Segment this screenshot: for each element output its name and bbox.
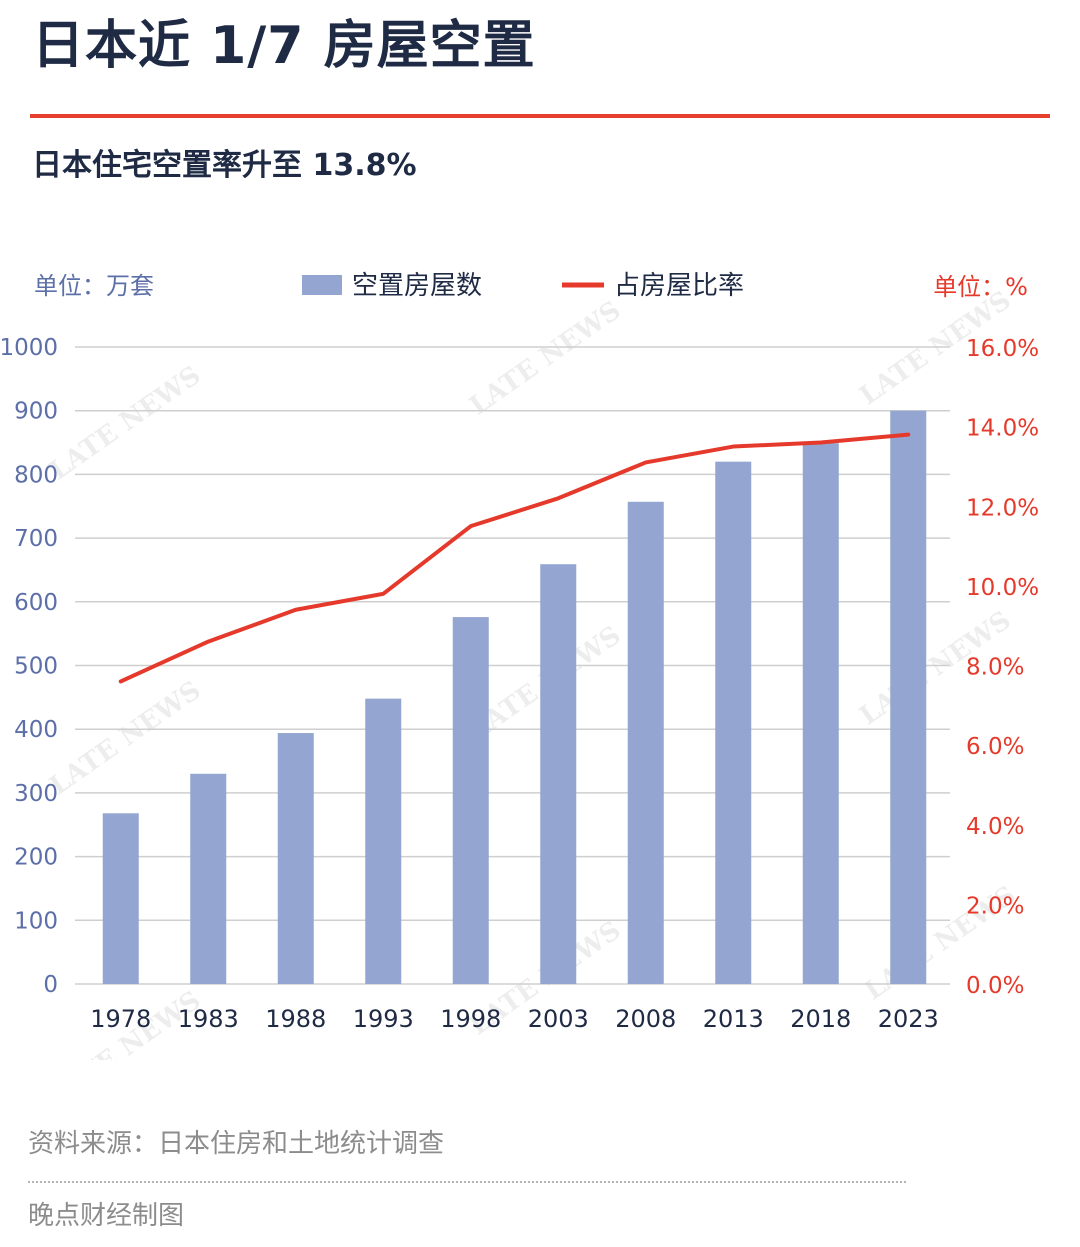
left-tick-label: 800: [14, 462, 58, 488]
title-divider: [30, 114, 1050, 118]
left-tick-label: 400: [14, 717, 58, 743]
vacancy-rate-line: [118, 432, 911, 684]
x-tick-label: 1978: [90, 1005, 151, 1033]
x-tick-label: 1993: [353, 1005, 414, 1033]
bar-2013: [715, 461, 752, 984]
watermark-text: LATE NEWS: [44, 675, 206, 801]
left-tick-label: 200: [14, 845, 58, 871]
bar-2008: [627, 501, 664, 984]
right-tick-label: 14.0%: [966, 416, 1039, 442]
x-tick-label: 2023: [878, 1005, 939, 1033]
x-tick-label: 1998: [440, 1005, 501, 1033]
bar-1983: [190, 773, 227, 984]
right-tick-label: 2.0%: [966, 893, 1024, 919]
source-note: 资料来源：日本住房和土地统计调查: [28, 1129, 445, 1159]
watermark-text: LATE NEWS: [464, 295, 626, 421]
left-axis: 0 100 200 300 400 500 600 700 800 900 1000 单位：万套: [0, 272, 154, 998]
left-tick-label: 900: [14, 399, 58, 425]
line-series: [118, 432, 911, 684]
chart-title: 日本近 1/7 房屋空置: [32, 16, 536, 76]
left-tick-label: 600: [14, 590, 58, 616]
bar-1978: [102, 813, 139, 984]
x-tick-label: 1988: [265, 1005, 326, 1033]
left-tick-label: 700: [14, 526, 58, 552]
bar-2003: [540, 564, 577, 984]
chart-subtitle: 日本住宅空置率升至 13.8%: [32, 148, 417, 183]
bar-series: [102, 410, 927, 984]
legend-bar-swatch: [302, 275, 342, 295]
right-tick-label: 8.0%: [966, 655, 1024, 681]
right-tick-label: 4.0%: [966, 814, 1024, 840]
right-axis-unit: 单位：%: [933, 273, 1028, 301]
x-tick-label: 1983: [178, 1005, 239, 1033]
right-axis: 0.0% 2.0% 4.0% 6.0% 8.0% 10.0% 12.0% 14.0% 16.0%…: [933, 273, 1039, 999]
x-axis: 1978 1983 1988 1993 1998 2003 2008 2013 2018 2023: [90, 1005, 939, 1033]
right-tick-label: 12.0%: [966, 495, 1039, 521]
bar-2023: [890, 410, 927, 984]
x-tick-label: 2008: [615, 1005, 676, 1033]
watermark-text: LATE NEWS: [44, 360, 206, 486]
left-tick-label: 0: [43, 972, 58, 998]
right-tick-label: 16.0%: [966, 336, 1039, 362]
left-axis-unit: 单位：万套: [34, 272, 154, 300]
x-tick-label: 2018: [790, 1005, 851, 1033]
legend-bar-label: 空置房屋数: [352, 271, 482, 301]
bar-1993: [365, 698, 402, 984]
x-tick-label: 2013: [703, 1005, 764, 1033]
bar-1988: [277, 733, 314, 984]
right-tick-label: 6.0%: [966, 734, 1024, 760]
legend-line-label: 占房屋比率: [614, 271, 744, 301]
credit-note: 晚点财经制图: [28, 1201, 185, 1231]
legend: 空置房屋数 占房屋比率: [302, 271, 744, 301]
bar-1998: [452, 617, 489, 984]
left-tick-label: 100: [14, 908, 58, 934]
right-tick-label: 0.0%: [966, 973, 1024, 999]
left-tick-label: 1000: [0, 335, 58, 361]
dotted-divider: [28, 1181, 906, 1183]
bar-2018: [802, 443, 839, 984]
x-tick-label: 2003: [528, 1005, 589, 1033]
left-tick-label: 300: [14, 781, 58, 807]
left-tick-label: 500: [14, 654, 58, 680]
right-tick-label: 10.0%: [966, 575, 1039, 601]
